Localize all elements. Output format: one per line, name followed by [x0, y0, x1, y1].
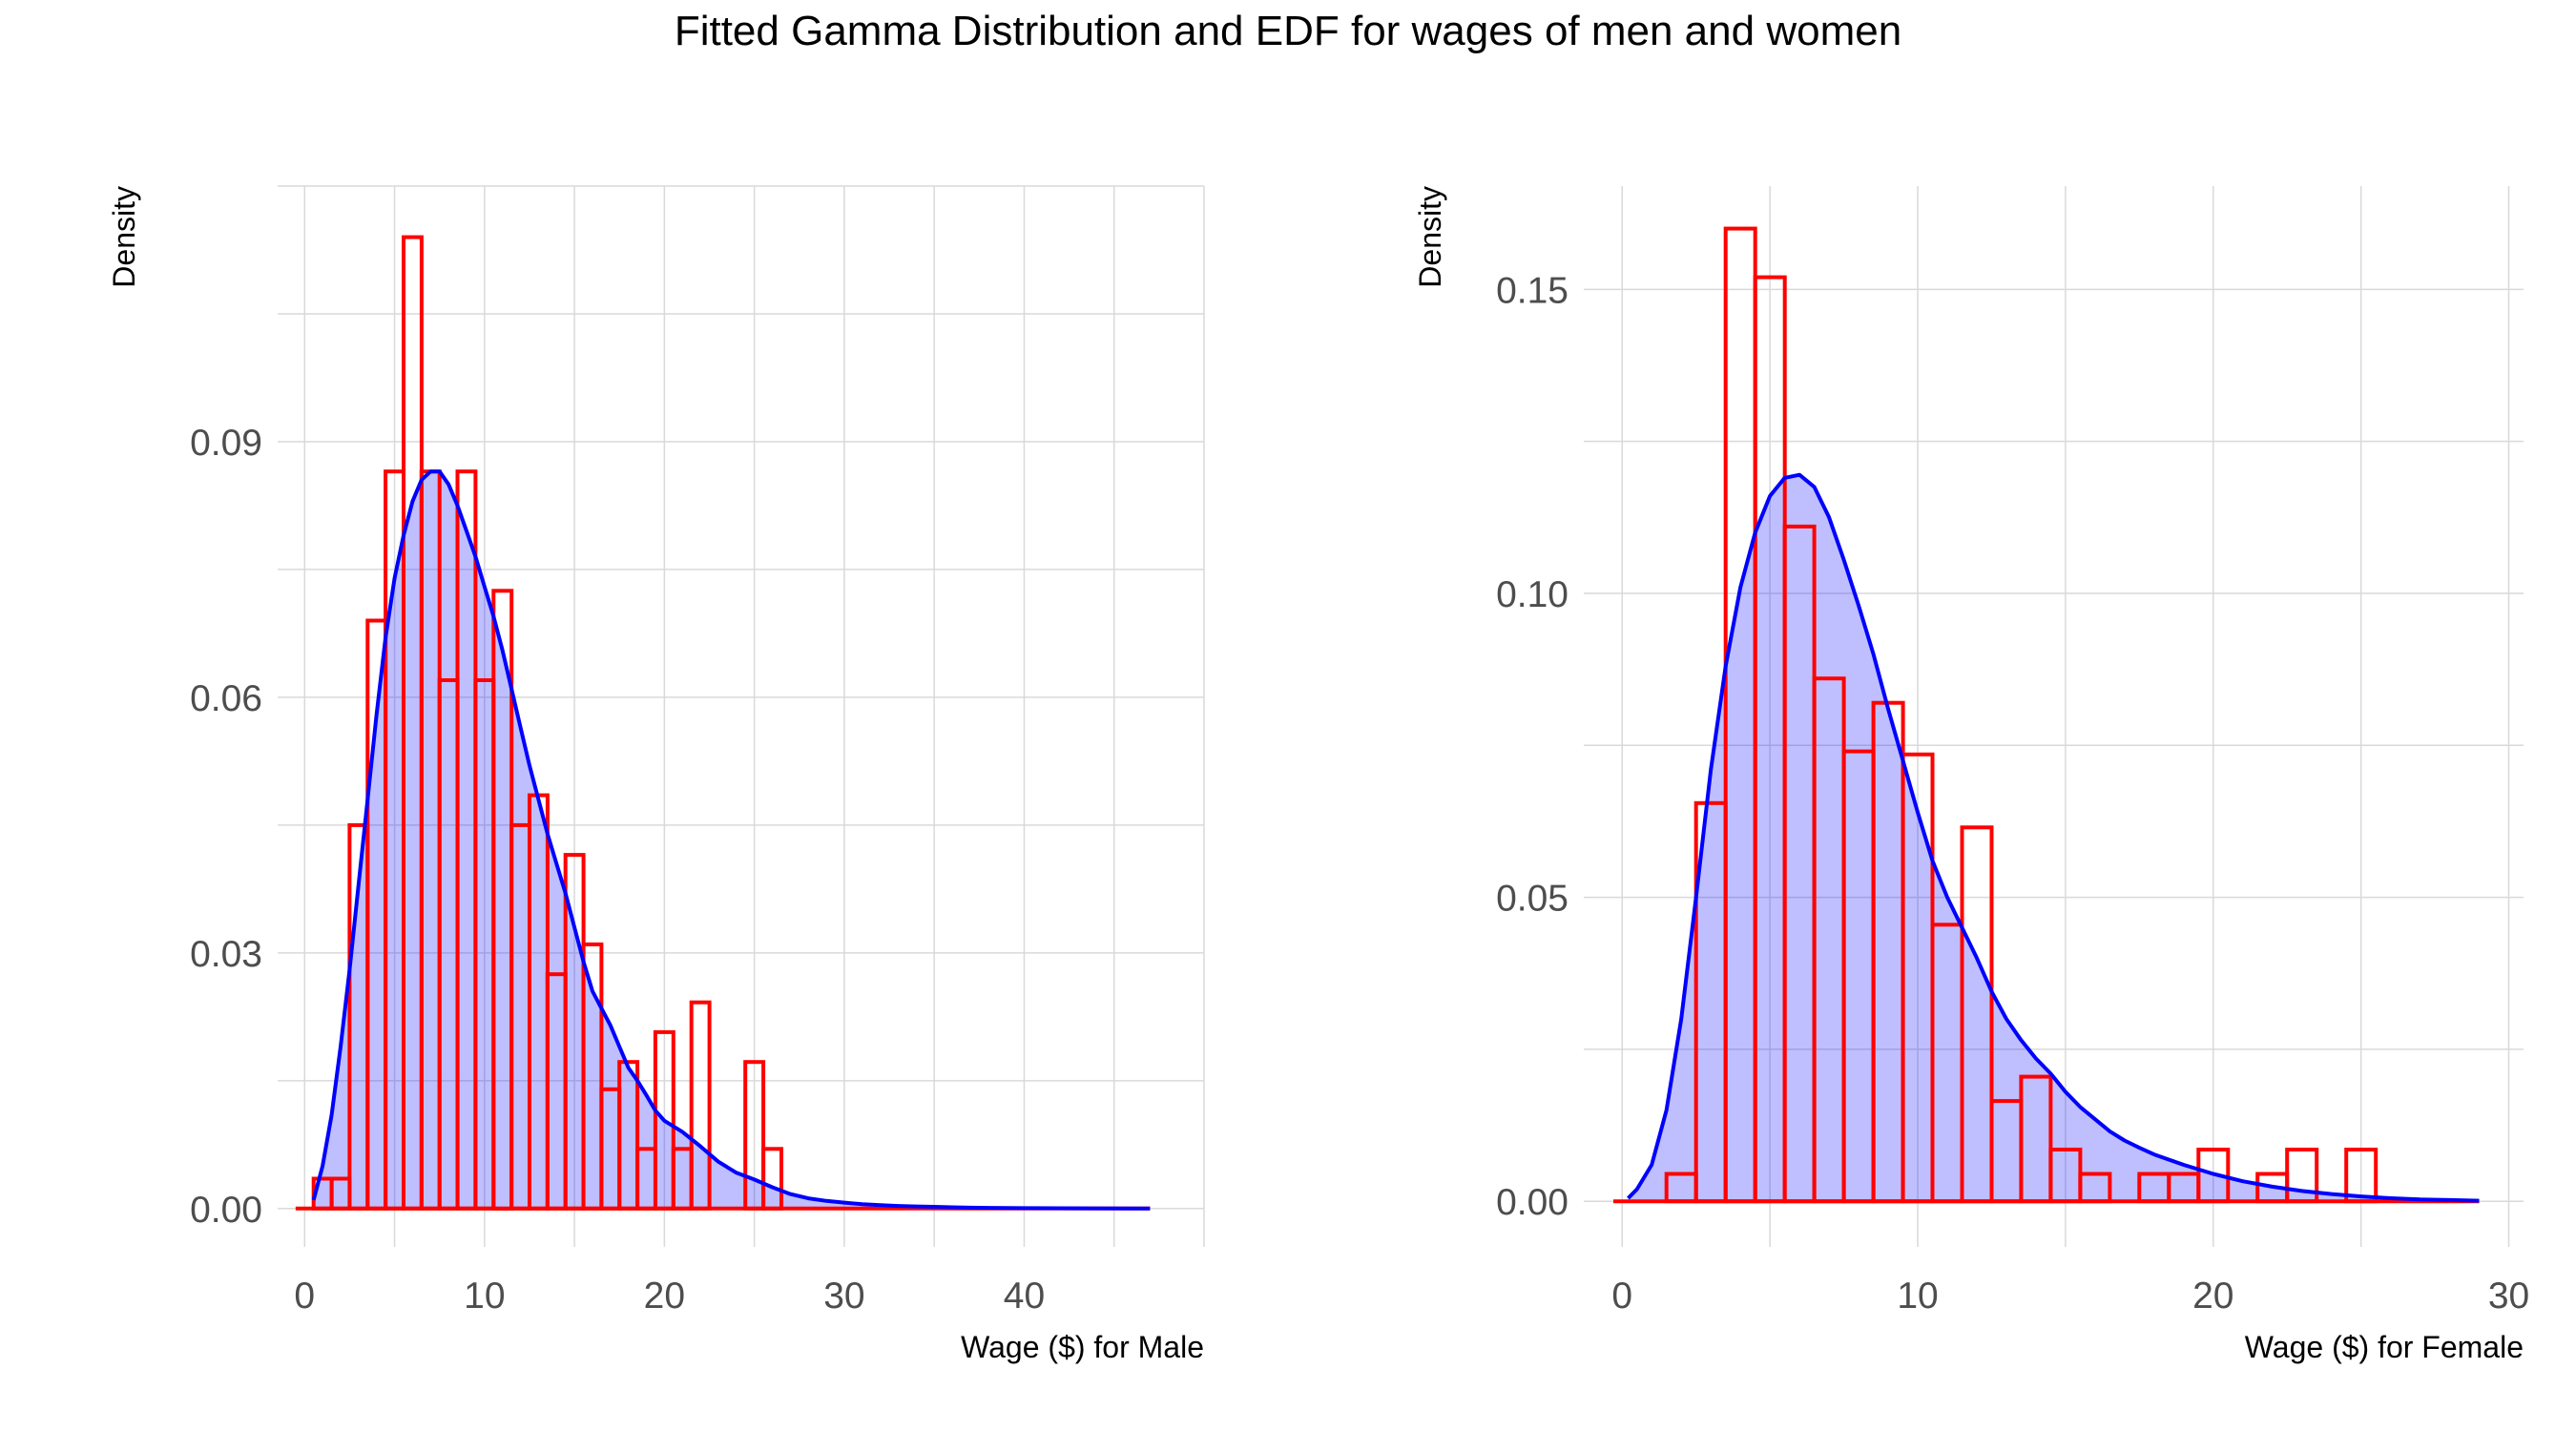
female-wage-panel: 0 10 20 30 0.00 0.05 0.10 0.15 Wage ($) for Fem…	[1413, 186, 2529, 1364]
figure-title: Fitted Gamma Distribution and EDF for wa…	[674, 8, 1902, 54]
female-axis-ticks: 0 10 20 30 0.00 0.05 0.10 0.15	[1496, 270, 2529, 1317]
male-x-tick-label: 20	[644, 1275, 685, 1317]
male-histogram	[295, 235, 1151, 1211]
male-y-tick-label: 0.09	[190, 423, 262, 464]
male-wage-panel: 0 10 20 30 40 0.00 0.03 0.06 0.09 Wage ($) for M…	[107, 185, 1205, 1364]
male-grid	[278, 185, 1205, 1247]
female-x-tick-label: 0	[1611, 1275, 1632, 1317]
male-y-tick-label: 0.00	[190, 1190, 262, 1231]
female-y-tick-label: 0.00	[1496, 1182, 1568, 1223]
male-histogram-bar	[653, 1029, 675, 1211]
male-y-axis-title: Density	[107, 186, 141, 288]
male-histogram-bar	[743, 1060, 766, 1211]
female-y-tick-label: 0.15	[1496, 270, 1568, 311]
female-x-tick-label: 30	[2488, 1275, 2529, 1317]
female-histogram-bar	[1960, 825, 1994, 1204]
male-y-tick-label: 0.06	[190, 678, 262, 719]
female-x-axis-title: Wage ($) for Female	[2245, 1330, 2524, 1364]
female-x-tick-label: 10	[1897, 1275, 1938, 1317]
male-x-axis-title: Wage ($) for Male	[961, 1330, 1204, 1364]
female-y-axis-title: Density	[1413, 186, 1447, 288]
female-histogram-bar	[2196, 1148, 2231, 1204]
female-histogram-bar	[2019, 1074, 2053, 1204]
female-density-line	[1627, 472, 2480, 1203]
male-y-tick-label: 0.03	[190, 934, 262, 975]
female-histogram-bar	[2344, 1148, 2379, 1204]
female-histogram-bar	[2078, 1172, 2112, 1204]
female-x-tick-label: 20	[2192, 1275, 2233, 1317]
female-grid	[1584, 186, 2524, 1247]
male-histogram-bar	[617, 1060, 640, 1211]
male-x-tick-label: 30	[823, 1275, 864, 1317]
male-axis-ticks: 0 10 20 30 40 0.00 0.03 0.06 0.09	[190, 423, 1045, 1317]
male-histogram-bar	[689, 1000, 712, 1211]
female-density-area	[1628, 474, 2480, 1202]
male-density-area	[313, 471, 1151, 1209]
female-histogram-bar	[2285, 1148, 2319, 1204]
male-x-tick-label: 10	[464, 1275, 505, 1317]
female-y-tick-label: 0.10	[1496, 574, 1568, 615]
male-x-tick-label: 40	[1004, 1275, 1045, 1317]
male-histogram-bar	[761, 1147, 783, 1211]
male-histogram-bar	[581, 942, 604, 1211]
male-x-tick-label: 0	[294, 1275, 315, 1317]
male-density-line	[311, 469, 1151, 1211]
female-y-tick-label: 0.05	[1496, 879, 1568, 920]
